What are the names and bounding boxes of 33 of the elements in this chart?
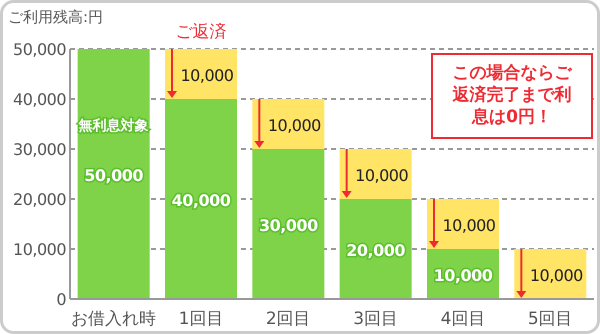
- data-label: 10,000: [180, 66, 234, 85]
- bar: [252, 149, 324, 299]
- x-tick-label: 2回目: [266, 309, 311, 329]
- x-tick-label: お借入れ時: [71, 309, 156, 329]
- bar: [165, 99, 237, 299]
- data-label: 50,000: [84, 166, 144, 185]
- x-tick-label: 5回目: [528, 309, 573, 329]
- y-axis-title: ご利用残高:円: [8, 8, 104, 26]
- y-tick-label: 50,000: [13, 40, 66, 59]
- annotation: ご返済: [176, 22, 226, 42]
- data-label: 40,000: [172, 191, 231, 210]
- data-label: 10,000: [434, 266, 493, 285]
- y-tick-label: 0: [56, 290, 66, 309]
- y-tick-label: 10,000: [13, 240, 66, 259]
- x-tick-label: 3回目: [353, 309, 398, 329]
- y-tick-label: 40,000: [13, 90, 66, 109]
- annotation: 無利息対象: [78, 117, 149, 134]
- bar: [340, 149, 412, 199]
- data-label: 20,000: [346, 241, 406, 260]
- bar: [514, 249, 586, 299]
- data-label: 10,000: [268, 116, 322, 135]
- x-tick-label: 1回目: [178, 309, 224, 329]
- data-label: 10,000: [355, 166, 408, 185]
- data-label: 30,000: [258, 216, 318, 235]
- data-label: 10,000: [442, 216, 496, 235]
- y-tick-label: 20,000: [13, 190, 66, 209]
- bar: [252, 99, 324, 149]
- y-tick-label: 30,000: [13, 140, 66, 159]
- annotation: この場合ならご返済完了まで利息は0円！: [452, 63, 572, 127]
- x-tick-label: 4回目: [440, 309, 486, 329]
- bar: [165, 49, 237, 99]
- bar: [427, 199, 499, 249]
- data-label: 10,000: [530, 266, 584, 285]
